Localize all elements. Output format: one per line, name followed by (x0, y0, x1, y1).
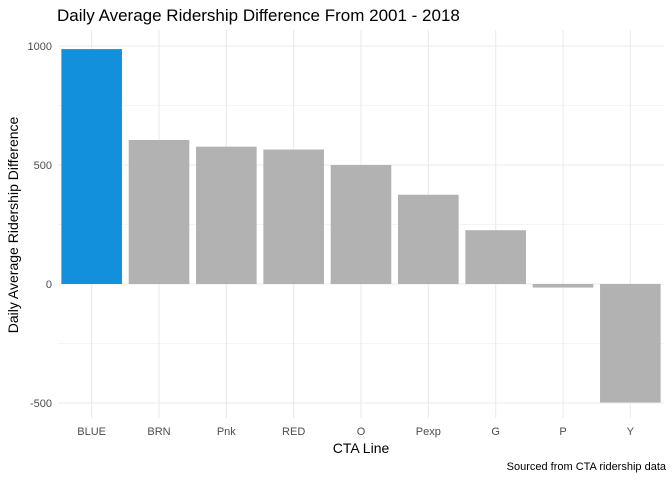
x-tick-label: Pnk (217, 426, 236, 438)
y-tick-label: 1000 (28, 41, 52, 53)
bar-g (465, 230, 526, 284)
bar-brn (128, 140, 190, 284)
x-tick-label: G (491, 426, 500, 438)
y-tick-label: 500 (34, 160, 52, 172)
chart-title: Daily Average Ridership Difference From … (57, 6, 460, 25)
x-tick-label: RED (282, 426, 305, 438)
x-tick-label: BLUE (77, 426, 106, 438)
bar-blue (61, 49, 122, 285)
bars (61, 49, 661, 403)
y-tick-label: 0 (46, 279, 52, 291)
x-axis-ticks: BLUE BRN Pnk RED O Pexp G P Y (77, 426, 634, 438)
y-tick-label: -500 (30, 398, 52, 410)
bar-p (532, 284, 594, 288)
x-tick-label: O (357, 426, 366, 438)
y-axis-title: Daily Average Ridership Difference (5, 116, 21, 333)
bar-pnk (196, 146, 257, 284)
chart-caption: Sourced from CTA ridership data (506, 461, 666, 473)
x-axis-title: CTA Line (333, 440, 390, 456)
bar-red (263, 149, 324, 284)
x-tick-label: Pexp (416, 426, 441, 438)
y-axis-ticks: -500 0 500 1000 (28, 41, 52, 410)
bar-o (330, 165, 392, 284)
x-tick-label: Y (627, 426, 635, 438)
bar-y (600, 284, 661, 403)
bar-pexp (398, 194, 459, 284)
x-tick-label: P (559, 426, 566, 438)
x-tick-label: BRN (147, 426, 170, 438)
